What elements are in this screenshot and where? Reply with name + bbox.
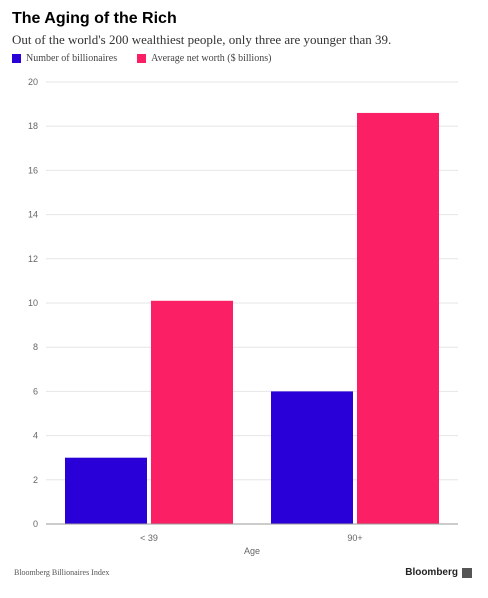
y-tick-label: 4 [33, 431, 38, 441]
legend-item-net-worth: Average net worth ($ billions) [137, 53, 271, 64]
legend-item-billionaires: Number of billionaires [12, 53, 117, 64]
chart-title: The Aging of the Rich [12, 10, 177, 27]
y-tick-label: 0 [33, 519, 38, 529]
legend-swatch-billionaires [12, 54, 21, 63]
legend-label-billionaires: Number of billionaires [26, 53, 118, 64]
x-tick-label: < 39 [140, 533, 158, 543]
bar-net-worth-0 [151, 300, 233, 524]
chart-subtitle: Out of the world's 200 wealthiest people… [12, 32, 392, 47]
bar-billionaires-1 [271, 391, 353, 524]
bars [65, 112, 439, 524]
y-tick-label: 12 [28, 254, 38, 264]
x-tick-label: 90+ [347, 533, 362, 543]
brand-logo-icon [462, 568, 472, 578]
y-tick-label: 18 [28, 121, 38, 131]
y-tick-label: 16 [28, 165, 38, 175]
y-tick-label: 14 [28, 210, 38, 220]
legend-swatch-net-worth [137, 54, 147, 63]
y-tick-label: 8 [33, 342, 38, 352]
x-axis-ticks: < 39 90+ [140, 533, 363, 543]
bar-net-worth-1 [357, 112, 439, 524]
y-tick-label: 6 [33, 386, 38, 396]
y-tick-label: 20 [28, 77, 38, 87]
y-tick-label: 10 [28, 298, 38, 308]
brand-logo-text: Bloomberg [405, 567, 458, 578]
bar-billionaires-0 [65, 457, 147, 524]
legend: Number of billionaires Average net worth… [12, 53, 291, 64]
legend-label-net-worth: Average net worth ($ billions) [151, 53, 272, 64]
y-axis-ticks: 0 2 4 6 8 10 12 14 16 18 20 [28, 77, 38, 529]
y-tick-label: 2 [33, 475, 38, 485]
source-note: Bloomberg Billionaires Index [14, 568, 110, 577]
x-axis-label: Age [244, 546, 260, 556]
